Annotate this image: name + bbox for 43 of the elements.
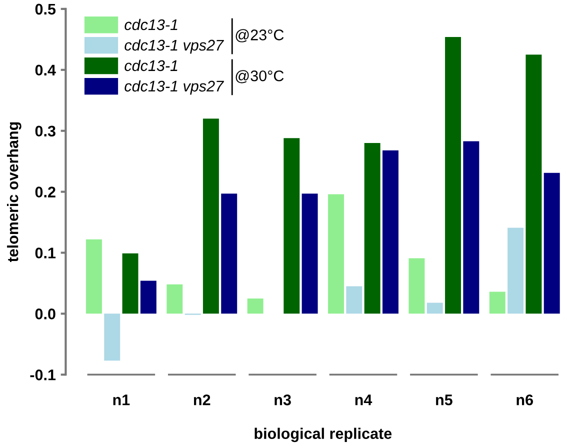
bar xyxy=(284,138,300,314)
y-tick-label: 0.4 xyxy=(35,64,56,76)
bar xyxy=(508,228,524,314)
bar xyxy=(426,302,443,314)
bar xyxy=(408,258,425,314)
bar xyxy=(122,253,138,314)
x-axis-title: biological replicate xyxy=(254,428,392,442)
x-tick-label: n5 xyxy=(436,394,452,406)
y-tick-label: 0.2 xyxy=(35,186,56,198)
bar xyxy=(346,286,362,314)
bar xyxy=(489,292,506,314)
bar xyxy=(302,194,318,314)
legend-label: cdc13-1 xyxy=(124,60,178,72)
legend-label: cdc13-1 xyxy=(124,18,178,30)
y-tick-label: 0.1 xyxy=(35,248,56,258)
x-tick-label: n1 xyxy=(113,394,130,406)
x-tick-label: n4 xyxy=(355,394,372,406)
bar xyxy=(104,314,120,361)
bar xyxy=(221,194,238,314)
bar xyxy=(140,280,156,314)
y-axis-title: telomeric overhang xyxy=(7,122,22,262)
bar xyxy=(445,36,461,314)
bar xyxy=(328,194,344,314)
bar xyxy=(202,118,219,314)
x-tick-label: n6 xyxy=(516,394,533,406)
bar xyxy=(526,54,542,314)
y-tick-label: 0.3 xyxy=(35,126,56,137)
legend-label: cdc13-1 vps27 xyxy=(124,80,224,95)
x-tick-label: n2 xyxy=(194,394,210,406)
annotation: @30°C xyxy=(236,70,284,84)
y-tick-label: 0.0 xyxy=(35,308,56,320)
y-tick-label: 0.5 xyxy=(35,4,56,15)
y-tick-label: -0.1 xyxy=(30,370,56,380)
bar xyxy=(247,298,264,314)
bar xyxy=(544,172,560,314)
bar xyxy=(463,141,480,314)
bar xyxy=(364,143,380,314)
annotation: @23°C xyxy=(236,29,284,42)
x-tick-label: n3 xyxy=(274,394,291,406)
legend-label: cdc13-1 vps27 xyxy=(124,39,224,54)
bar xyxy=(166,284,183,314)
bar xyxy=(382,150,398,314)
bar xyxy=(86,239,102,314)
